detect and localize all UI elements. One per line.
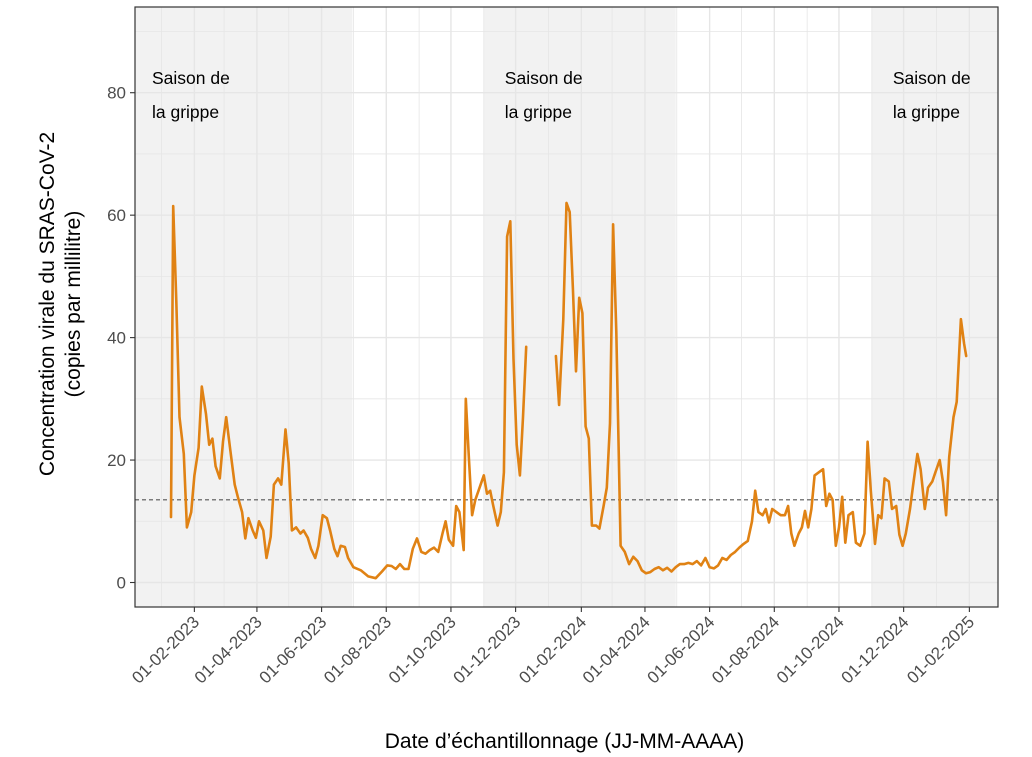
x-tick-label: 01-04-2023 xyxy=(191,612,266,687)
flu-season-band xyxy=(871,7,998,607)
x-tick-label: 01-12-2024 xyxy=(838,612,913,687)
grid-lines xyxy=(135,7,998,607)
x-tick-label: 01-08-2024 xyxy=(708,612,783,687)
flu-season-label-line1: Saison de xyxy=(893,68,971,88)
series-line-segment xyxy=(169,204,528,580)
flu-season-labels: Saison de la grippe Saison de la grippe Sais… xyxy=(152,68,971,122)
x-tick-label: 01-06-2023 xyxy=(255,612,330,687)
plot-frame xyxy=(134,6,999,608)
x-axis: 01-02-202301-04-202301-06-202301-08-2023… xyxy=(128,607,978,687)
y-axis-title-line2: (copies par millilitre) xyxy=(62,211,85,398)
x-tick-label: 01-10-2023 xyxy=(385,612,460,687)
x-tick-label: 01-02-2024 xyxy=(515,612,590,687)
x-tick-label: 01-10-2024 xyxy=(773,612,848,687)
y-tick-label: 20 xyxy=(107,451,126,470)
y-tick-label: 0 xyxy=(117,574,126,593)
series-line-segment xyxy=(554,201,968,575)
y-tick-label: 60 xyxy=(107,206,126,225)
flu-season-bands xyxy=(135,7,998,607)
y-tick-label: 80 xyxy=(107,84,126,103)
flu-season-label-line2: la grippe xyxy=(505,102,572,122)
flu-season-label-line1: Saison de xyxy=(505,68,583,88)
x-tick-label: 01-04-2024 xyxy=(579,612,654,687)
x-tick-label: 01-02-2025 xyxy=(903,612,978,687)
y-axis: 0 20 40 60 80 xyxy=(107,84,135,593)
y-axis-title-line1: Concentration virale du SRAS-CoV-2 xyxy=(36,132,59,476)
x-tick-label: 01-06-2024 xyxy=(644,612,719,687)
x-tick-label: 01-12-2023 xyxy=(450,612,525,687)
flu-season-label-line2: la grippe xyxy=(893,102,960,122)
x-axis-title: Date d’échantillonnage (JJ-MM-AAAA) xyxy=(385,730,744,753)
y-tick-label: 40 xyxy=(107,329,126,348)
flu-season-label-line1: Saison de xyxy=(152,68,230,88)
x-tick-label: 01-08-2023 xyxy=(320,612,395,687)
flu-season-label-line2: la grippe xyxy=(152,102,219,122)
series-lines xyxy=(169,201,968,580)
